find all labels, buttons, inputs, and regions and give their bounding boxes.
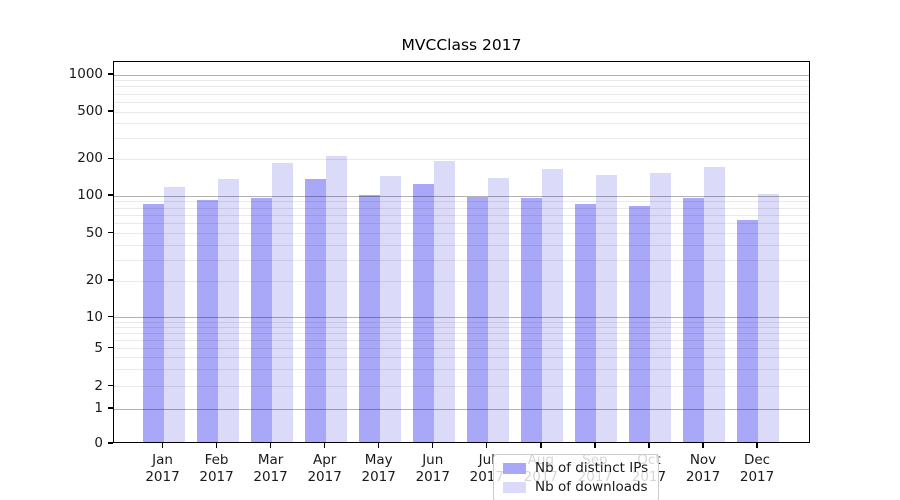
bar-sep-downloads — [595, 174, 617, 442]
bar-nov-distinct-ips — [683, 197, 704, 442]
x-tick-label: Nov 2017 — [673, 452, 733, 486]
x-tick — [432, 443, 434, 448]
bar-oct-downloads — [649, 173, 671, 442]
x-tick-year: 2017 — [415, 469, 450, 485]
y-tick-label: 1000 — [68, 66, 103, 82]
x-tick — [702, 443, 704, 448]
x-tick-month: Jul — [478, 452, 495, 468]
bar-feb-distinct-ips — [196, 200, 218, 442]
bar-apr-downloads — [325, 155, 347, 442]
x-tick-label: Dec 2017 — [727, 452, 787, 486]
x-tick-month: Apr — [312, 452, 337, 468]
x-tick — [540, 443, 542, 448]
x-tick-year: 2017 — [307, 469, 342, 485]
y-tick-label: 100 — [77, 187, 103, 203]
y-tick — [108, 407, 113, 409]
x-tick — [378, 443, 380, 448]
legend: Nb of distinct IPs Nb of downloads — [493, 454, 660, 500]
bar-oct-distinct-ips — [628, 206, 650, 442]
bar-apr-distinct-ips — [304, 178, 326, 442]
x-tick-year: 2017 — [253, 469, 288, 485]
bar-may-downloads — [379, 176, 401, 442]
x-tick — [594, 443, 596, 448]
x-tick-month: Dec — [743, 452, 771, 468]
legend-row-downloads: Nb of downloads — [503, 479, 648, 495]
x-tick-label: Apr 2017 — [295, 452, 355, 486]
x-tick — [161, 443, 164, 448]
x-tick-label: Jan 2017 — [133, 452, 193, 486]
bars-layer — [114, 62, 809, 442]
y-tick — [108, 194, 113, 196]
y-tick — [108, 157, 113, 159]
legend-row-distinct-ips: Nb of distinct IPs — [503, 460, 648, 476]
bar-nov-downloads — [704, 166, 725, 442]
plot-area: Nb of distinct IPs Nb of downloads — [113, 61, 810, 500]
bar-jan-downloads — [163, 186, 185, 442]
y-tick — [108, 346, 113, 349]
x-tick-label: Jun 2017 — [403, 452, 463, 486]
x-tick-month: Jun — [422, 452, 444, 468]
x-tick-year: 2017 — [685, 469, 721, 485]
x-tick-year: 2017 — [739, 469, 775, 485]
chart-title: MVCClass 2017 — [401, 36, 522, 54]
x-tick-year: 2017 — [145, 469, 180, 485]
legend-swatch-distinct-ips — [503, 462, 526, 474]
bar-jul-downloads — [487, 178, 509, 442]
bar-dec-distinct-ips — [737, 219, 759, 442]
y-tick — [108, 73, 113, 75]
bar-sep-distinct-ips — [574, 203, 596, 442]
x-tick — [756, 443, 758, 448]
bar-mar-distinct-ips — [250, 197, 272, 442]
x-tick — [215, 443, 218, 448]
x-tick — [486, 443, 488, 448]
bar-jun-distinct-ips — [412, 183, 434, 442]
x-tick-label: Feb 2017 — [187, 452, 247, 486]
y-tick-label: 200 — [77, 150, 103, 167]
x-tick-month: Feb — [204, 452, 229, 468]
legend-swatch-downloads — [503, 481, 526, 493]
bar-aug-distinct-ips — [520, 198, 542, 442]
bar-dec-downloads — [758, 194, 780, 442]
y-tick-label: 500 — [77, 103, 103, 119]
y-tick — [108, 442, 113, 444]
y-tick-label: 2 — [94, 377, 103, 394]
y-tick — [108, 110, 113, 112]
x-tick-year: 2017 — [199, 469, 234, 485]
x-tick-label: May 2017 — [349, 452, 409, 486]
y-tick-label: 20 — [85, 272, 103, 288]
bar-feb-downloads — [217, 179, 239, 442]
legend-label-downloads: Nb of downloads — [535, 479, 648, 495]
bar-jul-distinct-ips — [466, 196, 488, 442]
x-tick — [648, 443, 650, 448]
y-tick-label: 0 — [94, 435, 103, 451]
y-tick — [108, 232, 113, 234]
x-tick-month: Nov — [689, 452, 717, 468]
bar-jan-distinct-ips — [142, 203, 164, 442]
x-tick-month: Mar — [257, 452, 284, 468]
y-tick-label: 10 — [85, 308, 103, 325]
y-tick — [108, 279, 113, 281]
y-tick — [108, 315, 113, 318]
bar-jun-downloads — [433, 161, 455, 442]
x-tick-month: May — [364, 452, 393, 468]
y-tick — [108, 384, 113, 387]
x-tick-month: Jan — [152, 452, 173, 468]
y-tick-label: 5 — [94, 339, 103, 356]
legend-label-distinct-ips: Nb of distinct IPs — [535, 460, 649, 476]
bar-may-distinct-ips — [358, 195, 380, 442]
x-tick-label: Mar 2017 — [241, 452, 301, 486]
x-tick — [324, 443, 326, 448]
bar-aug-downloads — [541, 168, 563, 442]
y-tick-label: 1 — [94, 400, 103, 416]
x-tick-year: 2017 — [361, 469, 396, 485]
y-tick-label: 50 — [85, 224, 103, 241]
x-tick — [270, 443, 272, 448]
bar-mar-downloads — [271, 162, 293, 442]
